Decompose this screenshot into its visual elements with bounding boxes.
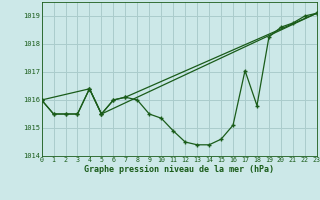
X-axis label: Graphe pression niveau de la mer (hPa): Graphe pression niveau de la mer (hPa) xyxy=(84,165,274,174)
